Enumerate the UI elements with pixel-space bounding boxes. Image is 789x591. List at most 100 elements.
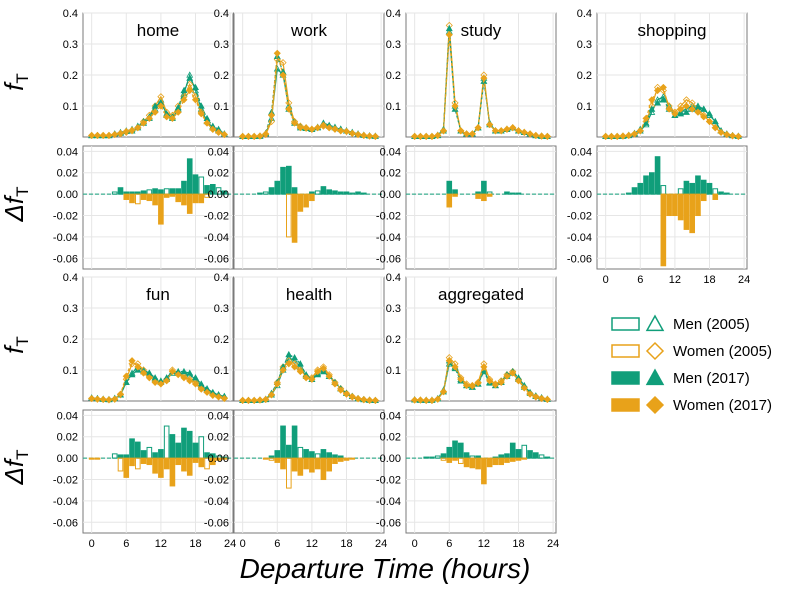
- y-axis-label-subscript: T: [13, 186, 32, 196]
- data-point: [677, 105, 685, 113]
- data-point: [371, 132, 379, 140]
- bar-men: [683, 180, 690, 195]
- data-point: [659, 86, 667, 95]
- plot-area: [233, 409, 385, 534]
- bar-men: [361, 192, 367, 195]
- data-point: [122, 378, 130, 386]
- data-point: [285, 105, 293, 113]
- bar-women: [163, 193, 170, 198]
- bar-women: [135, 457, 141, 470]
- plot-area: [82, 145, 234, 270]
- data-point: [331, 125, 339, 133]
- y-tick-label: 0.00: [571, 189, 592, 201]
- data-point: [700, 113, 708, 121]
- bar-women: [475, 193, 481, 199]
- bar-men: [706, 182, 713, 195]
- bar-men: [309, 451, 315, 459]
- y-tick-label: 0.02: [57, 432, 78, 444]
- data-point: [648, 105, 656, 112]
- bar-men: [215, 187, 222, 195]
- bar-men: [654, 156, 661, 195]
- data-point: [503, 125, 511, 133]
- data-point: [337, 386, 345, 394]
- y-tick-label: 0.00: [208, 189, 229, 201]
- bar-men: [291, 425, 298, 459]
- bar-men: [463, 452, 470, 459]
- data-point: [239, 132, 247, 140]
- bar-women: [123, 193, 130, 200]
- data-point: [366, 396, 374, 404]
- bar-men: [175, 188, 181, 195]
- data-point: [468, 130, 476, 138]
- data-point: [457, 375, 465, 383]
- data-point: [445, 357, 453, 365]
- bar-women: [332, 457, 338, 464]
- bar-women: [123, 457, 130, 478]
- data-point: [723, 130, 731, 139]
- bar-women: [163, 457, 170, 470]
- bar-women: [452, 193, 458, 197]
- data-point: [145, 114, 153, 122]
- data-point: [296, 367, 304, 376]
- y-tick-label: 0.1: [386, 365, 401, 377]
- bar-men: [274, 180, 281, 195]
- data-point: [180, 86, 188, 94]
- x-tick-label: 12: [306, 538, 318, 550]
- bar-men: [458, 442, 464, 459]
- bar-women: [509, 457, 516, 462]
- x-tick-label: 18: [703, 274, 715, 286]
- data-point: [308, 375, 316, 383]
- data-point: [191, 380, 200, 388]
- legend-label: Men (2017): [673, 370, 750, 387]
- bar-women: [146, 457, 153, 466]
- data-point: [267, 391, 276, 399]
- bar-women: [314, 457, 321, 470]
- bar-women: [504, 457, 510, 463]
- data-point: [354, 395, 362, 403]
- data-point: [497, 378, 505, 386]
- data-point: [267, 111, 276, 119]
- data-point: [180, 367, 188, 375]
- data-point: [174, 371, 182, 379]
- bar-women: [320, 457, 327, 481]
- bar-women: [677, 193, 684, 221]
- x-tick-label: 24: [738, 274, 750, 286]
- data-point: [128, 357, 136, 365]
- data-point: [197, 102, 205, 109]
- bar-women: [152, 193, 158, 206]
- bar-women: [291, 457, 298, 472]
- data-point: [491, 381, 499, 389]
- y-tick-label: -0.04: [376, 232, 401, 244]
- data-point: [642, 119, 650, 126]
- bar-men: [158, 449, 164, 459]
- y-tick-label: 0.1: [577, 101, 592, 113]
- data-point: [526, 390, 534, 398]
- data-point: [279, 59, 287, 67]
- data-point: [203, 119, 211, 127]
- data-point: [215, 128, 223, 136]
- data-point: [157, 380, 165, 388]
- data-point: [302, 124, 310, 132]
- data-point: [186, 369, 194, 376]
- bar-women: [303, 193, 309, 208]
- bar-men: [718, 191, 724, 195]
- data-point: [509, 369, 517, 377]
- y-tick-label: -0.06: [376, 253, 401, 265]
- data-point: [279, 71, 287, 79]
- bar-men: [111, 191, 118, 195]
- bar-women: [175, 457, 181, 466]
- bar-women: [309, 193, 315, 202]
- bar-men: [429, 456, 435, 459]
- bar-women: [440, 457, 447, 461]
- y-tick-label: 0.1: [214, 101, 229, 113]
- bar-women: [498, 457, 504, 466]
- data-point: [342, 127, 351, 135]
- panel-aggregated: 0.1 0.2 0.3 0.4 aggregated 0.04 0.02 0.00 -0.02 -…: [376, 272, 559, 550]
- data-point: [671, 110, 679, 118]
- data-point: [134, 124, 142, 132]
- bar-women: [88, 457, 95, 460]
- data-point: [262, 130, 270, 138]
- data-point: [203, 388, 211, 396]
- data-point: [262, 395, 270, 404]
